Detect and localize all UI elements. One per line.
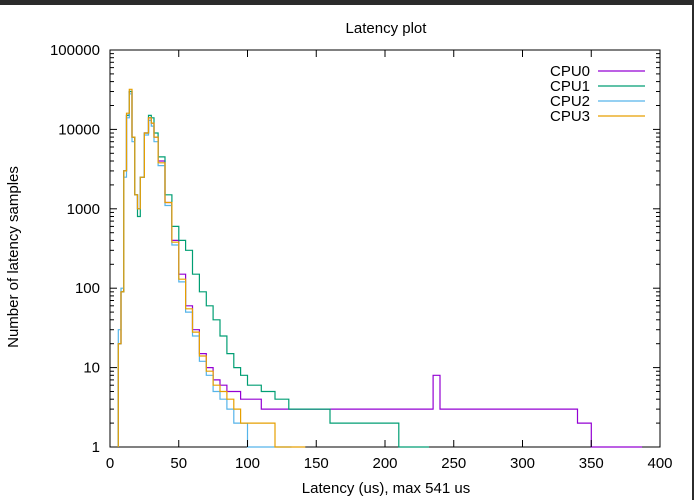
x-tick-label: 300 — [510, 455, 535, 472]
series-line-cpu1 — [117, 90, 429, 448]
x-tick-label: 150 — [304, 455, 329, 472]
x-tick-label: 200 — [372, 455, 397, 472]
series-line-cpu0 — [117, 90, 643, 448]
y-axis: 1 10 100 1000 10000 100000 — [50, 42, 660, 456]
chart-title: Latency plot — [346, 20, 428, 37]
y-tick-label: 10 — [83, 360, 100, 377]
y-tick-label: 10000 — [58, 121, 100, 138]
x-tick-label: 400 — [647, 455, 672, 472]
legend-label-cpu3: CPU3 — [550, 108, 590, 125]
legend-label-cpu2: CPU2 — [550, 93, 590, 110]
latency-chart: Latency plot 0 50 100 150 200 250 300 350 400 11… — [5, 20, 673, 497]
x-tick-label: 0 — [106, 455, 114, 472]
series-line-cpu3 — [117, 88, 306, 448]
x-tick-label: 50 — [170, 455, 187, 472]
x-axis: 0 50 100 150 200 250 300 350 400 — [106, 50, 673, 472]
series-layer — [117, 88, 643, 448]
x-tick-label: 100 — [235, 455, 260, 472]
x-tick-label: 250 — [441, 455, 466, 472]
x-axis-title: Latency (us), max 541 us — [302, 480, 470, 497]
y-tick-label: 100 — [75, 280, 100, 297]
x-tick-label: 350 — [579, 455, 604, 472]
y-tick-label: 100000 — [50, 42, 100, 59]
legend-label-cpu0: CPU0 — [550, 63, 590, 80]
y-axis-title: Number of latency samples — [5, 166, 22, 348]
y-tick-label: 1 — [92, 439, 100, 456]
legend-label-cpu1: CPU1 — [550, 78, 590, 95]
y-tick-label: 1000 — [67, 201, 100, 218]
